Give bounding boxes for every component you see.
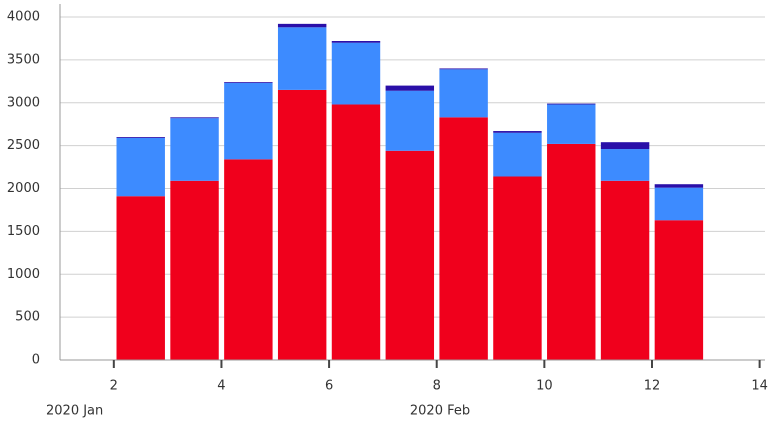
bar-segment	[600, 180, 650, 360]
bar-segment	[224, 159, 273, 360]
y-tick-label: 3500	[7, 52, 40, 67]
bar-segment	[600, 142, 650, 150]
bar-segment	[385, 150, 435, 360]
bar-segment	[547, 104, 596, 144]
y-tick-label: 3000	[7, 95, 40, 110]
bar-segment	[116, 137, 165, 197]
bar-segment	[331, 104, 381, 360]
bar-segment	[493, 176, 542, 360]
x-tick-label: 4	[217, 379, 225, 394]
bar-segment	[547, 143, 596, 360]
bar-segment	[224, 83, 273, 160]
bar-segment	[654, 220, 704, 360]
bar-segment	[439, 68, 488, 70]
bar-segment	[331, 42, 381, 105]
x-tick-label: 14	[751, 379, 768, 394]
y-tick-label: 2500	[7, 138, 40, 153]
bar-segment	[439, 117, 488, 360]
x-tick-label: 12	[644, 379, 661, 394]
bar-segment	[170, 118, 219, 181]
bar-segment	[493, 131, 542, 133]
y-tick-label: 1000	[7, 267, 40, 282]
bar-segment	[277, 89, 327, 360]
y-tick-label: 0	[32, 353, 40, 368]
y-tick-label: 1500	[7, 224, 40, 239]
bar-segment	[331, 41, 381, 43]
bar-segment	[170, 117, 219, 119]
x-tick-label: 2	[110, 379, 118, 394]
x-period-label: 2020 Jan	[46, 404, 103, 419]
bar-segment	[277, 27, 327, 90]
x-tick-label: 8	[433, 379, 441, 394]
bar-segment	[654, 184, 704, 188]
bar-segment	[116, 196, 165, 360]
bar-segment	[654, 187, 704, 221]
y-tick-label: 4000	[7, 10, 40, 25]
bar-segment	[600, 149, 650, 181]
x-tick-label: 10	[536, 379, 553, 394]
bar-segment	[385, 85, 435, 91]
bar-segment	[277, 23, 327, 28]
x-tick-label: 6	[325, 379, 333, 394]
bar-segment	[439, 69, 488, 118]
bar-segment	[170, 180, 219, 360]
x-period-label: 2020 Feb	[410, 404, 470, 419]
bar-segment	[493, 132, 542, 177]
y-tick-label: 500	[15, 310, 40, 325]
y-tick-label: 2000	[7, 181, 40, 196]
bar-segment	[116, 137, 165, 138]
bar-segment	[385, 90, 435, 151]
bar-segment	[547, 103, 596, 105]
bar-segment	[224, 82, 273, 84]
